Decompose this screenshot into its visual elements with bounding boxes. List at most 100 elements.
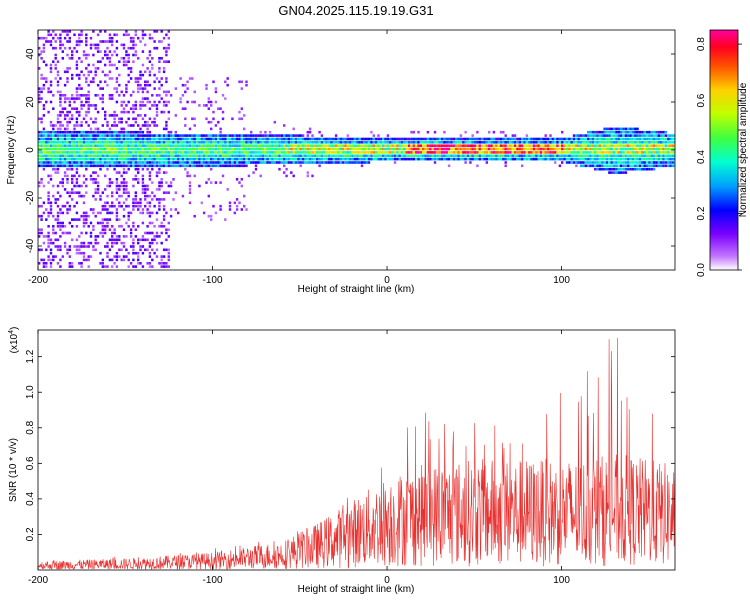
heatmap-cell <box>280 151 284 154</box>
heatmap-cell <box>379 137 382 141</box>
heatmap-cell <box>584 164 587 168</box>
heatmap-cell <box>516 147 519 151</box>
heatmap-cell <box>139 104 142 107</box>
heatmap-cell <box>129 70 133 74</box>
heatmap-cell <box>582 157 585 161</box>
heatmap-cell <box>318 154 321 158</box>
heatmap-cell <box>61 181 64 184</box>
heatmap-cell <box>108 137 112 141</box>
heatmap-cell <box>115 208 119 211</box>
heatmap-cell <box>155 151 159 154</box>
heatmap-cell <box>372 151 375 154</box>
heatmap-cell <box>268 161 272 164</box>
heatmap-cell <box>224 157 227 161</box>
heatmap-cell <box>457 137 460 141</box>
heatmap-cell <box>264 130 267 134</box>
heatmap-cell <box>565 141 569 144</box>
heatmap-cell <box>104 137 107 141</box>
heatmap-cell <box>231 147 234 151</box>
heatmap-cell <box>645 157 649 161</box>
heatmap-cell <box>193 134 196 137</box>
heatmap-cell <box>674 137 675 141</box>
heatmap-cell <box>125 120 128 124</box>
heatmap-cell <box>120 134 123 137</box>
heatmap-cell <box>160 225 163 228</box>
heatmap-cell <box>82 255 86 258</box>
heatmap-cell <box>106 211 109 215</box>
heatmap-cell <box>506 157 510 161</box>
heatmap-cell <box>181 147 185 151</box>
heatmap-cell <box>330 154 333 158</box>
colorbar-gradient <box>709 29 739 271</box>
heatmap-cell <box>153 117 156 121</box>
colorbar: 0.00.20.40.60.8 Normalized spectral ampl… <box>696 29 749 277</box>
heatmap-cell <box>54 245 57 248</box>
heatmap-cell <box>372 147 375 151</box>
heatmap-cell <box>596 164 599 168</box>
heatmap-cell <box>45 248 48 252</box>
heatmap-cell <box>118 134 121 137</box>
heatmap-cell <box>99 147 102 151</box>
heatmap-cell <box>179 147 182 151</box>
heatmap-cell <box>106 120 109 124</box>
heatmap-cell <box>158 87 161 90</box>
heatmap-cell <box>165 164 168 168</box>
heatmap-cell <box>181 107 185 110</box>
heatmap-cell <box>377 141 380 144</box>
heatmap-cell <box>523 154 526 158</box>
heatmap-cell <box>89 134 93 137</box>
heatmap-cell <box>155 255 159 258</box>
heatmap-cell <box>667 141 670 144</box>
heatmap-cell <box>125 171 128 174</box>
heatmap-cell <box>125 164 128 168</box>
heatmap-cell <box>301 161 305 164</box>
heatmap-cell <box>443 130 446 134</box>
heatmap-cell <box>141 211 145 215</box>
heatmap-cell <box>63 241 67 245</box>
heatmap-cell <box>165 50 168 53</box>
snr-panel: -200 -100 0 100 0.20.40.60.81.01.2 Height o… <box>8 327 676 595</box>
heatmap-cell <box>631 130 635 134</box>
heatmap-cell <box>452 147 456 151</box>
heatmap-cell <box>148 107 152 110</box>
heatmap-cell <box>273 141 276 144</box>
heatmap-cell <box>422 144 425 147</box>
heatmap-cell <box>485 161 488 164</box>
heatmap-cell <box>184 164 187 168</box>
heatmap-cell <box>605 151 609 154</box>
heatmap-cell <box>132 161 135 164</box>
heatmap-cell <box>89 117 93 121</box>
heatmap-cell <box>285 141 288 144</box>
heatmap-cell <box>38 87 41 90</box>
heatmap-cell <box>106 167 109 171</box>
heatmap-cell <box>125 191 128 194</box>
heatmap-cell <box>660 134 663 137</box>
heatmap-cell <box>139 114 142 117</box>
heatmap-cell <box>63 225 67 228</box>
heatmap-cell <box>118 151 121 154</box>
heatmap-cell <box>238 161 241 164</box>
heatmap-cell <box>476 144 479 147</box>
heatmap-cell <box>66 251 69 255</box>
heatmap-cell <box>125 63 128 67</box>
heatmap-cell <box>363 147 366 151</box>
heatmap-cell <box>92 171 95 174</box>
heatmap-cell <box>313 147 317 151</box>
heatmap-cell <box>537 144 540 147</box>
heatmap-cell <box>165 157 168 161</box>
heatmap-cell <box>313 157 317 161</box>
heatmap-cell <box>594 164 597 168</box>
heatmap-cell <box>162 225 166 228</box>
heatmap-cell <box>575 141 578 144</box>
heatmap-cell <box>589 144 592 147</box>
heatmap-cell <box>104 208 107 211</box>
heatmap-cell <box>127 225 130 228</box>
heatmap-cell <box>141 188 145 191</box>
heatmap-cell <box>146 151 149 154</box>
heatmap-cell <box>113 141 116 144</box>
heatmap-cell <box>167 137 170 141</box>
heatmap-cell <box>45 164 48 168</box>
heatmap-cell <box>111 36 114 40</box>
heatmap-cell <box>478 137 481 141</box>
heatmap-cell <box>111 97 114 100</box>
